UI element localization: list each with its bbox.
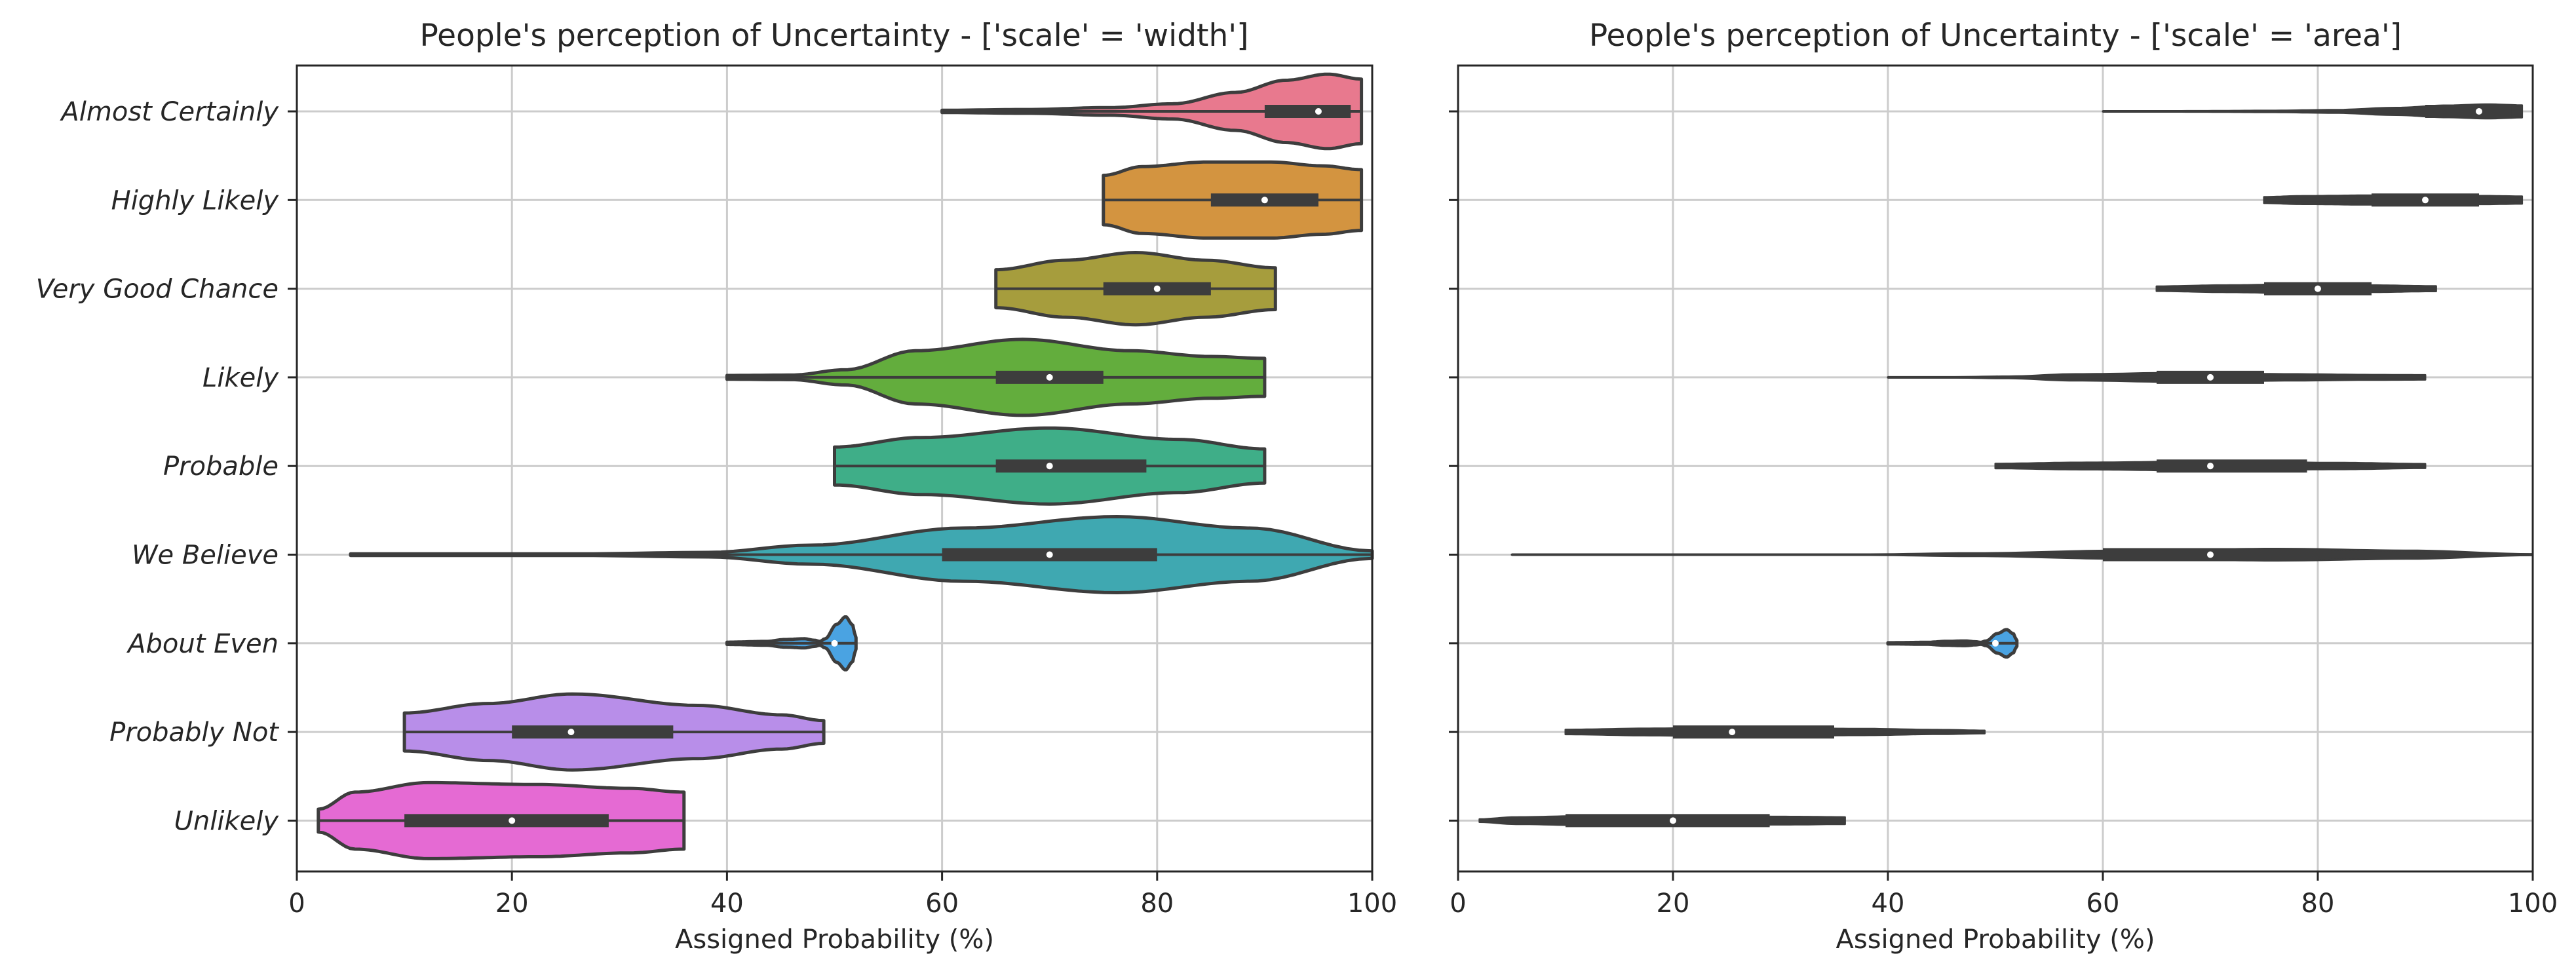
x-tick-label: 80 [1140, 889, 1174, 919]
median-point [1729, 729, 1736, 736]
median-point [2207, 373, 2214, 381]
median-point [509, 817, 516, 824]
median-point [2422, 197, 2429, 204]
median-point [2207, 463, 2214, 470]
chart-panel-2: 0 20 40 60 80 100 People's perception of Uncer… [1449, 18, 2558, 955]
median-point [1261, 197, 1268, 204]
x-tick-label: 60 [2086, 889, 2120, 919]
median-point [2207, 551, 2214, 558]
x-tick-label: 40 [1872, 889, 1905, 919]
median-point [1046, 463, 1053, 470]
median-point [2315, 285, 2321, 292]
x-tick-label: 100 [2508, 889, 2558, 919]
x-tick-label: 100 [1347, 889, 1397, 919]
x-tick-label: 40 [710, 889, 744, 919]
x-axis-label: Assigned Probability (%) [1836, 925, 2155, 955]
median-point [831, 640, 838, 647]
x-tick-label: 0 [288, 889, 305, 919]
y-tick-label: About Even [126, 629, 279, 659]
median-point [1046, 551, 1053, 558]
median-point [1670, 817, 1676, 824]
x-axis-label: Assigned Probability (%) [675, 925, 994, 955]
axes-frame [296, 64, 1374, 873]
median-point [1992, 640, 1999, 647]
y-tick-label: Highly Likely [111, 185, 280, 216]
x-tick-label: 0 [1450, 889, 1466, 919]
y-tick-label: Unlikely [174, 806, 280, 836]
y-tick-label: Probably Not [109, 717, 279, 748]
chart-title: People's perception of Uncertainty - ['s… [1589, 18, 2402, 54]
y-tick-label: Probable [163, 451, 279, 482]
median-point [2476, 108, 2482, 115]
y-tick-label: Very Good Chance [36, 275, 279, 305]
median-point [1153, 285, 1161, 292]
x-tick-label: 80 [2301, 889, 2335, 919]
x-tick-label: 20 [495, 889, 529, 919]
chart-title: People's perception of Uncertainty - ['s… [419, 18, 1248, 54]
median-point [567, 729, 575, 736]
x-tick-label: 20 [1657, 889, 1690, 919]
chart-panel-1: Almost Certainly Highly Likely Very Good C… [36, 18, 1397, 955]
y-tick-label: Likely [202, 363, 279, 393]
x-tick-label: 60 [925, 889, 959, 919]
median-point [1315, 108, 1322, 115]
axes-frame [1457, 64, 2534, 873]
median-point [1046, 373, 1053, 381]
y-tick-label: We Believe [132, 541, 279, 571]
y-tick-label: Almost Certainly [59, 97, 279, 127]
